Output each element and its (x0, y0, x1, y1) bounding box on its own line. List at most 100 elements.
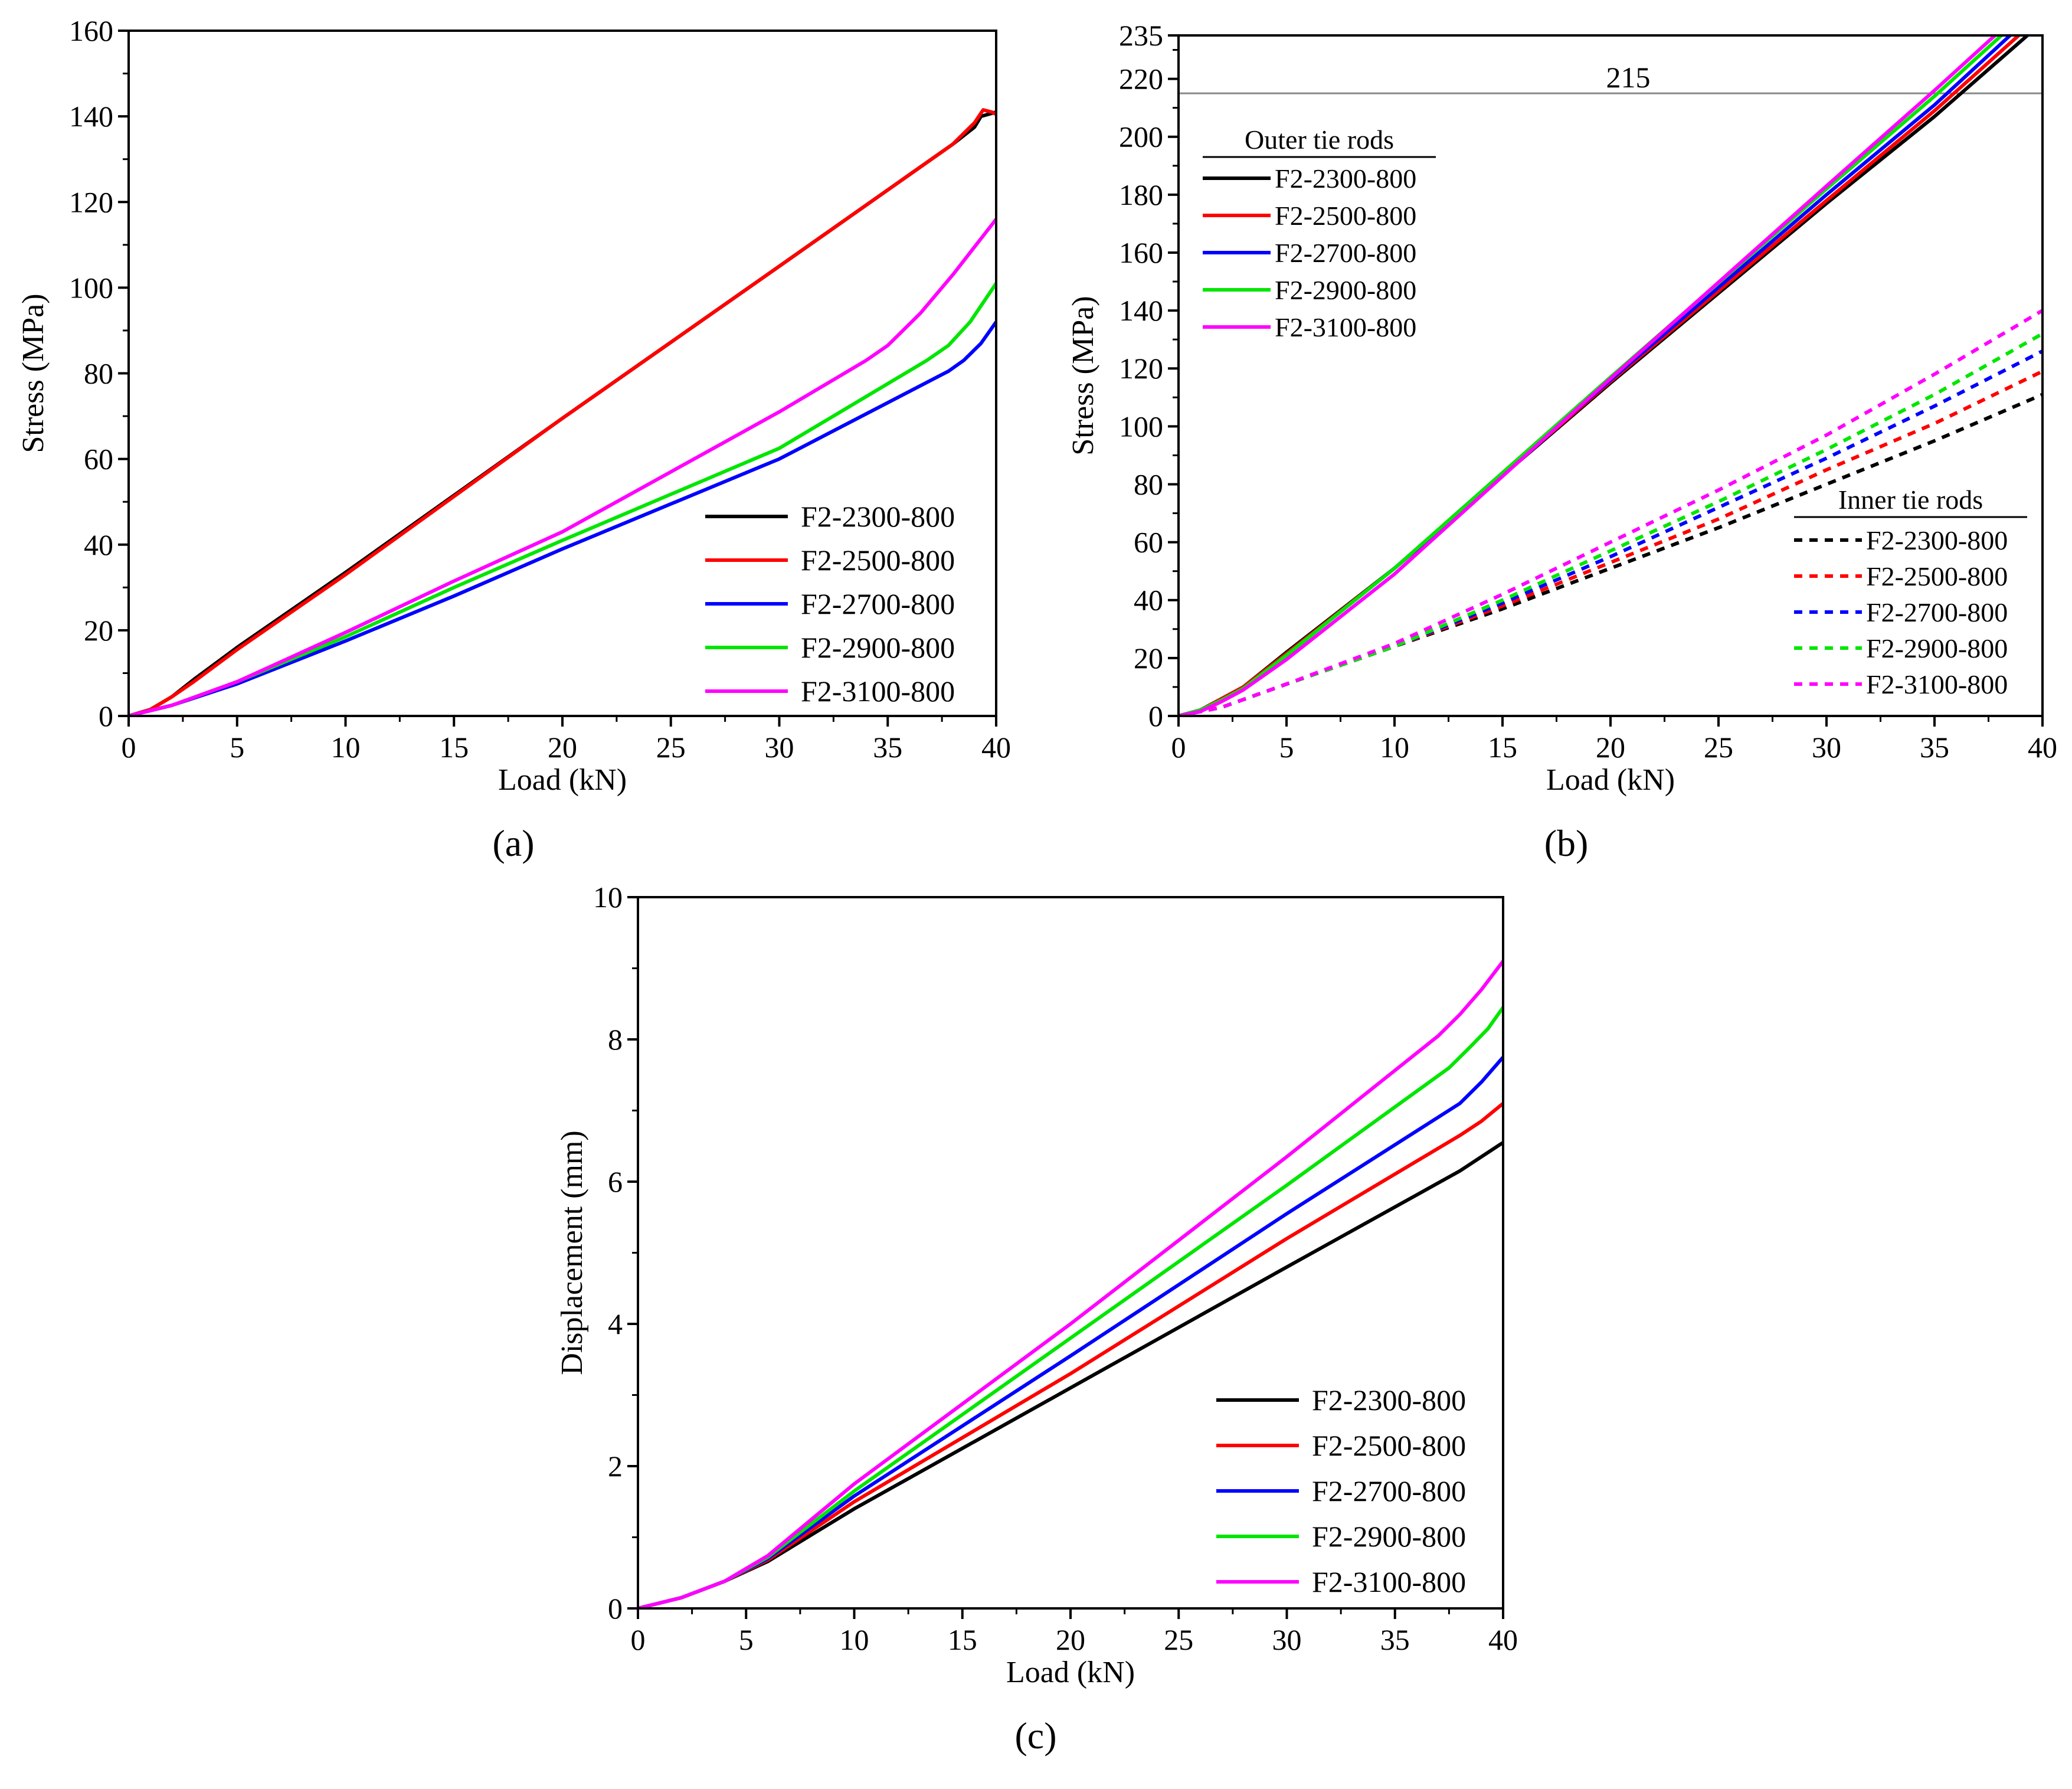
panel-label: (b) (1544, 822, 1589, 864)
series-line-f2-3100-800 (638, 960, 1503, 1608)
y-tick-label: 120 (69, 185, 113, 218)
chart-panel-b: 215 0 5 10 15 20 25 30 35 40 0 20 40 60 80 100 120 140 160… (1066, 19, 2057, 864)
panel-label: (c) (1014, 1715, 1056, 1757)
series-line-f2-2500-800 (129, 108, 996, 716)
chart-panel-a: 0 5 10 15 20 25 30 35 40 0 20 40 60 80 100 120 140 160 Loa… (17, 14, 1011, 864)
x-tick-label: 35 (1380, 1623, 1410, 1656)
legend-label: F2-2300-800 (1312, 1384, 1466, 1417)
y-tick-label: 40 (84, 528, 113, 561)
legend-label: F2-2500-800 (1275, 201, 1416, 231)
x-tick-label: 25 (1164, 1623, 1193, 1656)
x-tick-label: 10 (1380, 731, 1409, 764)
x-tick-label: 40 (1488, 1623, 1518, 1656)
y-tick-label: 80 (84, 357, 113, 390)
y-tick-label: 20 (84, 614, 113, 647)
x-axis-title: Load (kN) (498, 763, 627, 797)
y-tick-label: 120 (1119, 352, 1163, 385)
legend-label: F2-2500-800 (1866, 561, 2008, 591)
y-axis-title: Stress (MPa) (1066, 296, 1100, 455)
y-tick-label: 20 (1134, 642, 1163, 675)
y-tick-label: 160 (69, 14, 113, 47)
legend-label: F2-2900-800 (1866, 633, 2008, 663)
legend-group-outer: Outer tie rods F2-2300-800 F2-2500-800 F2-2… (1203, 125, 1436, 342)
y-tick-label: 100 (1119, 410, 1163, 443)
y-tick-label: 6 (608, 1165, 623, 1198)
y-tick-label: 10 (593, 881, 623, 914)
y-tick-label: 140 (1119, 294, 1163, 327)
y-tick-label: 60 (84, 443, 113, 476)
x-tick-label: 30 (1272, 1623, 1302, 1656)
y-tick-label: 8 (608, 1023, 623, 1056)
x-tick-label: 5 (739, 1623, 754, 1656)
y-tick-label: 200 (1119, 120, 1163, 153)
series-group (129, 108, 996, 716)
series-line-f2-2900-800 (638, 1006, 1503, 1608)
legend-label: F2-2700-800 (1866, 597, 2008, 627)
legend-label: F2-2700-800 (1312, 1474, 1466, 1507)
x-tick-label: 20 (1596, 731, 1625, 764)
legend-label: F2-2700-800 (1275, 238, 1416, 268)
x-tick-label: 5 (1279, 731, 1294, 764)
x-tick-label: 25 (1704, 731, 1733, 764)
panel-label: (a) (492, 822, 534, 864)
legend: F2-2300-800 F2-2500-800 F2-2700-800 F2-2900… (1216, 1384, 1466, 1598)
x-axis-title: Load (kN) (1546, 763, 1675, 797)
reference-line-label: 215 (1606, 61, 1651, 94)
y-tick-label: 160 (1119, 236, 1163, 269)
y-tick-label: 0 (1148, 699, 1163, 732)
y-tick-label: 0 (99, 699, 113, 732)
legend-label: F2-3100-800 (1312, 1565, 1466, 1598)
series-line-f2-3100-800-outer (1179, 35, 1996, 716)
y-tick-label: 60 (1134, 526, 1163, 559)
series-line-f2-3100-800-inner (1179, 309, 2042, 716)
y-tick-label: 180 (1119, 178, 1163, 211)
legend-label: F2-2900-800 (1275, 275, 1416, 305)
legend-label: F2-2300-800 (1275, 163, 1416, 194)
x-tick-label: 40 (981, 731, 1011, 764)
legend-label: F2-3100-800 (1866, 669, 2008, 699)
legend-label: F2-2900-800 (1312, 1520, 1466, 1553)
x-tick-label: 25 (656, 731, 686, 764)
legend-group-inner: Inner tie rods F2-2300-800 F2-2500-800 F2-2… (1794, 485, 2027, 699)
y-axis-title: Stress (MPa) (17, 293, 50, 453)
series-line-f2-3100-800 (129, 218, 996, 716)
series-group (638, 960, 1503, 1608)
y-tick-label: 220 (1119, 63, 1163, 96)
y-tick-label: 2 (608, 1450, 623, 1483)
legend-label: F2-2300-800 (801, 500, 955, 533)
legend-group-title: Inner tie rods (1838, 485, 1983, 515)
legend-label: F2-2300-800 (1866, 525, 2008, 555)
y-tick-label: 100 (69, 271, 113, 304)
series-group (1179, 35, 2042, 716)
legend: F2-2300-800 F2-2500-800 F2-2700-800 F2-2900… (705, 500, 955, 708)
x-tick-label: 5 (230, 731, 244, 764)
x-tick-label: 15 (439, 731, 469, 764)
x-tick-label: 15 (948, 1623, 977, 1656)
x-tick-label: 0 (1171, 731, 1186, 764)
chart-panel-c: 0 5 10 15 20 25 30 35 40 0 2 4 6 8 10 Load (kN) Displace… (555, 881, 1518, 1757)
legend-label: F2-2700-800 (801, 587, 955, 620)
x-tick-label: 35 (873, 731, 902, 764)
x-tick-label: 30 (765, 731, 794, 764)
x-tick-label: 10 (331, 731, 361, 764)
y-tick-label: 0 (608, 1592, 623, 1625)
y-tick-label: 140 (69, 100, 113, 133)
x-tick-label: 35 (1920, 731, 1949, 764)
legend-label: F2-2500-800 (801, 544, 955, 577)
y-tick-label: 235 (1119, 19, 1163, 52)
x-tick-label: 0 (122, 731, 136, 764)
y-tick-label: 40 (1134, 584, 1163, 617)
legend-label: F2-2500-800 (1312, 1429, 1466, 1462)
x-tick-label: 40 (2028, 731, 2057, 764)
x-tick-label: 20 (1056, 1623, 1085, 1656)
x-tick-label: 20 (548, 731, 577, 764)
legend-label: F2-3100-800 (801, 675, 955, 708)
y-tick-label: 4 (608, 1307, 623, 1340)
x-tick-label: 30 (1812, 731, 1841, 764)
y-tick-label: 80 (1134, 467, 1163, 501)
legend-label: F2-3100-800 (1275, 312, 1416, 342)
legend-group-title: Outer tie rods (1245, 125, 1394, 155)
legend-label: F2-2900-800 (801, 631, 955, 664)
x-axis-title: Load (kN) (1006, 1656, 1135, 1689)
